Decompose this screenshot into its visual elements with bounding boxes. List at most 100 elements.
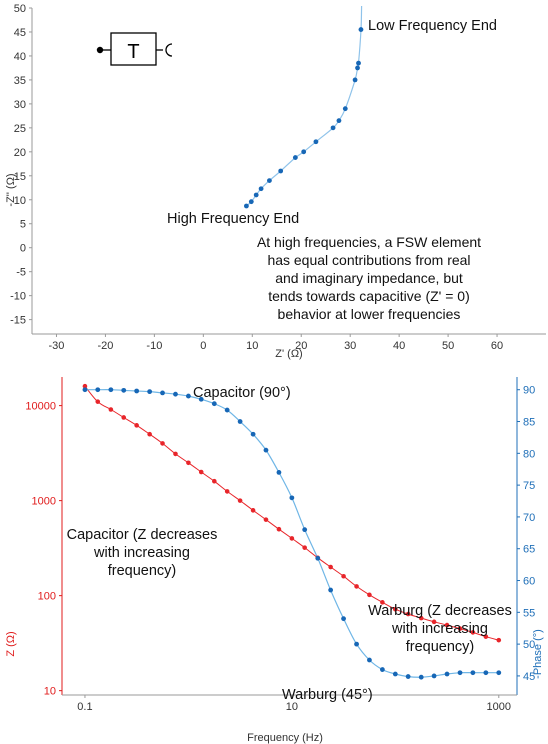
nyquist-x-tick-label: -30	[49, 340, 65, 352]
z-data-point	[134, 423, 139, 428]
phase-data-point	[134, 388, 140, 394]
nyquist-plot: -15 -10 -5 0 5 10 15 20 25 30 35 40 45 50 -30 -20 -10 0 10…	[5, 3, 546, 360]
fsw-note-line: and imaginary impedance, but	[275, 270, 463, 286]
warburg-z-line: Warburg (Z decreases	[368, 603, 512, 619]
bode-left-tick-label: 10000	[25, 401, 56, 413]
nyquist-data-point	[292, 155, 298, 160]
nyquist-data-point	[253, 192, 259, 198]
nyquist-y-tick-label: 15	[14, 171, 26, 183]
nyquist-data-point	[336, 118, 342, 124]
annotation-warburg-phase: Warburg (45°)	[282, 687, 373, 703]
z-data-point	[173, 451, 178, 457]
capacitor-z-line: frequency)	[108, 563, 177, 579]
phase-data-point	[470, 670, 476, 676]
bode-left-tick-label: 1000	[32, 496, 56, 508]
nyquist-data-point	[258, 186, 264, 192]
phase-data-point	[496, 670, 502, 676]
z-series-points	[82, 383, 502, 643]
phase-data-point	[367, 657, 372, 663]
z-data-point	[367, 592, 372, 598]
z-data-point	[393, 606, 398, 612]
z-data-point	[82, 383, 88, 389]
nyquist-y-tick-label: 10	[14, 195, 26, 207]
z-data-point	[302, 545, 307, 550]
nyquist-data-point	[356, 60, 361, 66]
nyquist-y-tick-label: -15	[10, 315, 26, 327]
z-data-point	[444, 622, 450, 628]
annotation-low-frequency-end: Low Frequency End	[368, 18, 497, 34]
nyquist-y-tick-label: 50	[14, 3, 26, 15]
fsw-element-icon: T	[96, 32, 173, 66]
phase-data-point	[457, 670, 463, 676]
z-data-point	[431, 619, 437, 625]
bode-right-tick-label: 80	[523, 448, 535, 460]
bode-right-tick-label: 65	[523, 544, 535, 556]
nyquist-data-point	[352, 77, 358, 83]
annotation-capacitor-z: Capacitor (Z decreases with increasing f…	[67, 527, 218, 579]
fsw-note-line: At high frequencies, a FSW element	[257, 234, 481, 250]
nyquist-y-tick-label: -5	[16, 267, 26, 279]
annotation-high-frequency-end: High Frequency End	[167, 211, 299, 227]
phase-data-point	[250, 431, 256, 437]
z-data-point	[224, 489, 230, 494]
phase-data-point	[315, 555, 321, 561]
nyquist-y-tick-label: 20	[14, 147, 26, 159]
phase-data-point	[82, 387, 88, 393]
nyquist-y-tick-label: 5	[20, 219, 26, 231]
bode-right-tick-label: 55	[523, 607, 535, 619]
nyquist-x-tick-label: 60	[491, 340, 503, 352]
bode-x-tick-label: 10	[286, 701, 298, 713]
nyquist-y-tick-label: 40	[14, 51, 26, 63]
bode-left-tick-label: 100	[38, 591, 56, 603]
phase-data-point	[186, 393, 191, 399]
phase-data-point	[418, 674, 424, 680]
nyquist-data-point	[355, 65, 360, 71]
z-data-point	[483, 634, 489, 639]
nyquist-data-point	[244, 203, 249, 209]
phase-data-point	[379, 667, 385, 672]
nyquist-tick-labels: -15 -10 -5 0 5 10 15 20 25 30 35 40 45 50 -30 -20 -10 0 10…	[10, 3, 503, 352]
bode-right-tick-label: 90	[523, 385, 535, 397]
nyquist-x-tick-label: 40	[393, 340, 405, 352]
nyquist-data-point	[278, 168, 284, 174]
z-data-point	[198, 469, 204, 475]
bode-plot: 10 100 1000 10000 45 50 55 60 65 70 75 80 85 90 0.1 10 1…	[5, 377, 544, 744]
bode-left-tick-label: 10	[44, 686, 56, 698]
nyquist-x-tick-label: 10	[246, 340, 258, 352]
fsw-note-line: has equal contributions from real	[267, 252, 470, 268]
annotation-warburg-z: Warburg (Z decreases with increasing fre…	[368, 603, 512, 655]
phase-data-point	[108, 387, 114, 393]
capacitor-z-line: with increasing	[93, 545, 190, 561]
phase-data-point	[95, 387, 101, 393]
phase-data-point	[483, 670, 489, 676]
warburg-z-line: with increasing	[391, 621, 488, 637]
nyquist-axes	[29, 7, 546, 337]
bode-right-tick-label: 70	[523, 512, 535, 524]
bode-right-tick-label: 85	[523, 417, 535, 429]
annotation-fsw-note: At high frequencies, a FSW element has e…	[257, 234, 481, 322]
phase-data-point	[198, 396, 204, 402]
fsw-note-line: tends towards capacitive (Z' = 0)	[268, 288, 469, 304]
nyquist-x-tick-label: 20	[295, 340, 307, 352]
z-data-point	[212, 478, 217, 484]
nyquist-data-point	[267, 178, 272, 183]
z-data-point	[328, 564, 333, 570]
bode-x-axis-label: Frequency (Hz)	[247, 732, 323, 744]
z-data-point	[457, 626, 463, 631]
phase-data-point	[224, 407, 230, 413]
phase-data-point	[211, 401, 217, 407]
z-data-point	[95, 399, 101, 404]
z-data-point	[121, 415, 127, 420]
bode-right-tick-label: 45	[523, 671, 535, 683]
z-data-point	[160, 441, 165, 446]
nyquist-series-line	[246, 5, 363, 207]
phase-data-point	[328, 587, 334, 593]
phase-data-point	[444, 671, 450, 677]
phase-data-point	[147, 389, 153, 395]
nyquist-curve	[246, 5, 363, 207]
z-data-point	[237, 498, 243, 503]
fsw-element-symbol: T	[127, 41, 139, 63]
phase-data-point	[173, 391, 178, 397]
z-data-point	[341, 573, 346, 579]
z-data-point	[108, 407, 114, 412]
